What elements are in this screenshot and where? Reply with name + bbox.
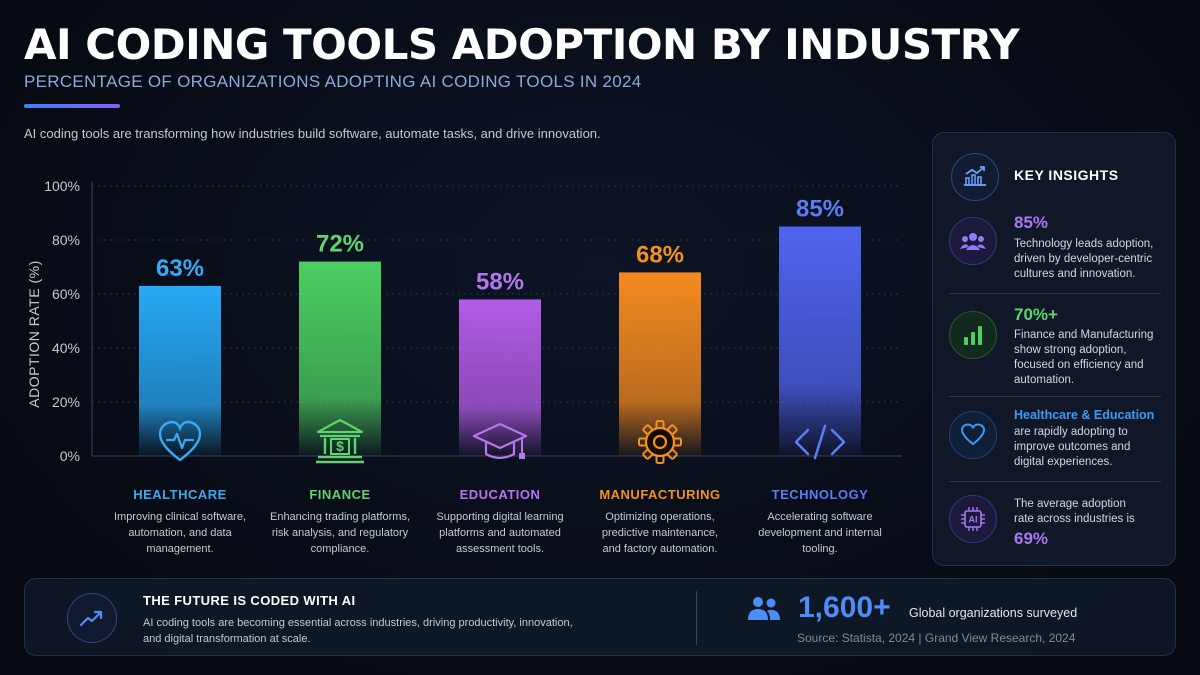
footer-title: THE FUTURE IS CODED WITH AI [143, 593, 356, 608]
category-description: Accelerating software development and int… [758, 511, 882, 555]
category-label: FINANCE [309, 487, 371, 502]
users-icon [949, 217, 997, 265]
value-label: 63% [156, 255, 204, 282]
page-title: AI CODING TOOLS ADOPTION BY INDUSTRY [24, 20, 1020, 69]
insight-value: 70%+ [1014, 305, 1058, 324]
survey-count-label: Global organizations surveyed [909, 606, 1078, 620]
insights-title: KEY INSIGHTS [1014, 167, 1119, 183]
value-label: 58% [476, 268, 524, 295]
insight-text: are rapidly adopting to improve outcomes… [1014, 426, 1131, 468]
value-label: 85% [796, 196, 844, 223]
category-description: Improving clinical software, automation, … [113, 511, 247, 555]
insight-value: Healthcare & Education [1014, 408, 1155, 422]
footer-panel: THE FUTURE IS CODED WITH AI AI coding to… [24, 578, 1176, 656]
insight-text: The average adoption rate across industr… [1014, 498, 1135, 525]
ai-chip-icon: AI [949, 495, 997, 543]
value-label: 68% [636, 241, 684, 268]
insight-text: Finance and Manufacturing show strong ad… [1014, 329, 1154, 386]
bar-manufacturing [619, 272, 701, 456]
svg-text:$: $ [336, 438, 344, 454]
y-tick-label: 20% [52, 394, 80, 410]
bar-finance [299, 261, 381, 456]
code-icon [794, 424, 846, 460]
page-subtitle: PERCENTAGE OF ORGANIZATIONS ADOPTING AI … [24, 72, 642, 91]
divider [949, 396, 1161, 397]
category-description: Optimizing operations, predictive mainten… [601, 511, 719, 555]
trend-chart-icon [951, 153, 999, 201]
divider [949, 293, 1161, 294]
insight-text: Technology leads adoption, driven by dev… [1014, 238, 1154, 280]
bar-chart: 0% 20% 40% 60% 80% 100% $ 63% 72% 58% 68% 85% [44, 178, 902, 464]
category-description: Enhancing trading platforms, risk analysi… [269, 511, 411, 555]
divider [949, 481, 1161, 482]
bar-education [459, 299, 541, 456]
value-label: 72% [316, 231, 364, 258]
source-text: Source: Statista, 2024 | Grand View Rese… [797, 631, 1076, 645]
chip-label: AI [969, 515, 978, 525]
y-tick-label: 80% [52, 232, 80, 248]
heart-icon [949, 411, 997, 459]
trend-up-icon [67, 593, 117, 643]
category-label: EDUCATION [459, 487, 541, 502]
category-label: HEALTHCARE [133, 487, 227, 502]
bank-icon: $ [316, 418, 364, 464]
y-tick-label: 100% [44, 178, 80, 194]
intro-text: AI coding tools are transforming how ind… [24, 126, 601, 141]
bar-chart-icon [949, 311, 997, 359]
gear-icon [638, 420, 682, 464]
insight-value: 69% [1014, 529, 1049, 548]
heart-pulse-icon [158, 420, 202, 462]
bar-technology [779, 226, 861, 456]
graduation-cap-icon [472, 422, 528, 460]
category-label: TECHNOLOGY [771, 487, 869, 502]
y-tick-label: 40% [52, 340, 80, 356]
category-description: Supporting digital learning platforms and… [436, 511, 564, 555]
key-insights-panel: KEY INSIGHTS 85% Technology leads adopti… [932, 132, 1176, 566]
divider [696, 591, 697, 645]
y-tick-label: 0% [60, 448, 80, 464]
users-icon [747, 595, 781, 626]
title-underline [24, 104, 120, 108]
insight-value: 85% [1014, 213, 1049, 232]
survey-count: 1,600+ [798, 591, 891, 624]
footer-text: AI coding tools are becoming essential a… [143, 617, 573, 645]
y-tick-label: 60% [52, 286, 80, 302]
category-label: MANUFACTURING [599, 487, 721, 502]
